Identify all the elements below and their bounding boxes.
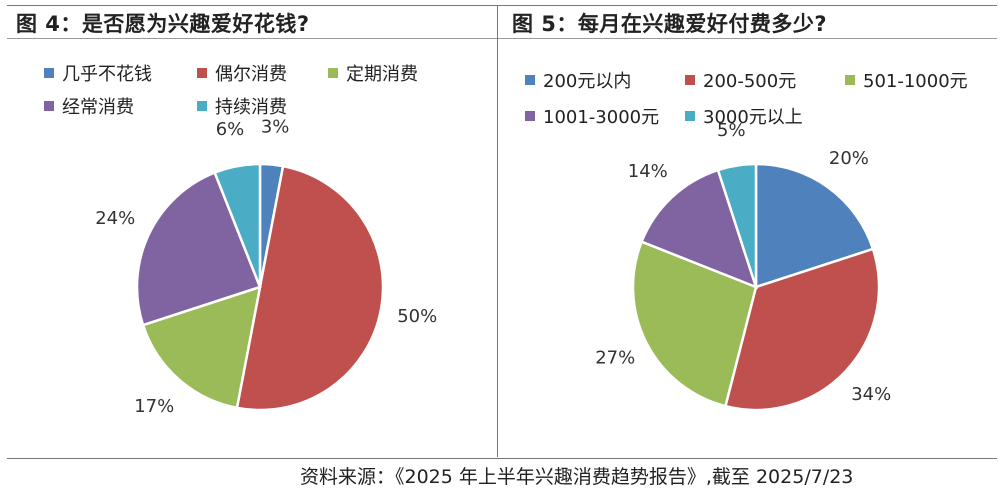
legend-item: 1001-3000元 (525, 103, 659, 129)
legend-label: 200-500元 (703, 71, 797, 92)
data-label: 17% (134, 396, 174, 417)
legend-item: 200-500元 (685, 67, 796, 93)
legend-swatch (44, 68, 54, 78)
pie-slice (235, 164, 384, 412)
legend-label: 偶尔消费 (215, 64, 287, 85)
legend-item: 200元以内 (525, 67, 631, 93)
pie-slice (754, 162, 875, 289)
legend-item: 定期消费 (328, 60, 418, 86)
pie-slice (141, 285, 262, 410)
legend-swatch (525, 75, 535, 85)
data-label: 14% (628, 161, 668, 182)
legend-swatch (44, 101, 54, 111)
data-label: 20% (829, 148, 869, 169)
pie-slice (213, 162, 262, 288)
legend-item: 偶尔消费 (197, 60, 287, 86)
legend-swatch (197, 68, 207, 78)
legend-item: 501-1000元 (845, 67, 968, 93)
legend-label: 501-1000元 (863, 71, 968, 92)
figure-frame (7, 5, 997, 459)
legend-label: 经常消费 (62, 97, 134, 118)
source-note: 资料来源：《2025 年上半年兴趣消费趋势报告》,截至 2025/7/23 (300, 466, 854, 488)
legend-item: 持续消费 (197, 93, 287, 119)
pie-slice (723, 247, 881, 412)
legend-label: 几乎不花钱 (62, 64, 152, 85)
data-label: 3% (261, 117, 290, 138)
legend-swatch (685, 111, 695, 121)
pie-slice (631, 240, 758, 408)
legend-label: 定期消费 (346, 64, 418, 85)
data-label: 34% (851, 384, 891, 405)
legend-label: 1001-3000元 (543, 107, 660, 128)
legend-item: 几乎不花钱 (44, 60, 152, 86)
legend-swatch (685, 75, 695, 85)
chart-title-right: 图 5：每月在兴趣爱好付费多少? (512, 12, 828, 36)
legend-label: 持续消费 (215, 97, 287, 118)
legend-swatch (525, 111, 535, 121)
pie-slice (716, 162, 758, 288)
legend-label: 200元以内 (543, 71, 632, 92)
legend-swatch (197, 101, 207, 111)
legend-label: 3000元以上 (703, 107, 803, 128)
data-label: 50% (397, 306, 437, 327)
legend-item: 经常消费 (44, 93, 134, 119)
legend-swatch (328, 68, 338, 78)
data-label: 6% (216, 119, 245, 140)
chart-title-left: 图 4：是否愿为兴趣爱好花钱? (16, 12, 310, 36)
data-label: 27% (595, 348, 635, 369)
title-rule-right (498, 38, 997, 39)
data-label: 24% (95, 208, 135, 229)
title-rule-left (7, 38, 497, 39)
data-label: 5% (717, 120, 746, 141)
legend-item: 3000元以上 (685, 103, 803, 129)
legend-swatch (845, 75, 855, 85)
panel-divider (497, 5, 498, 457)
